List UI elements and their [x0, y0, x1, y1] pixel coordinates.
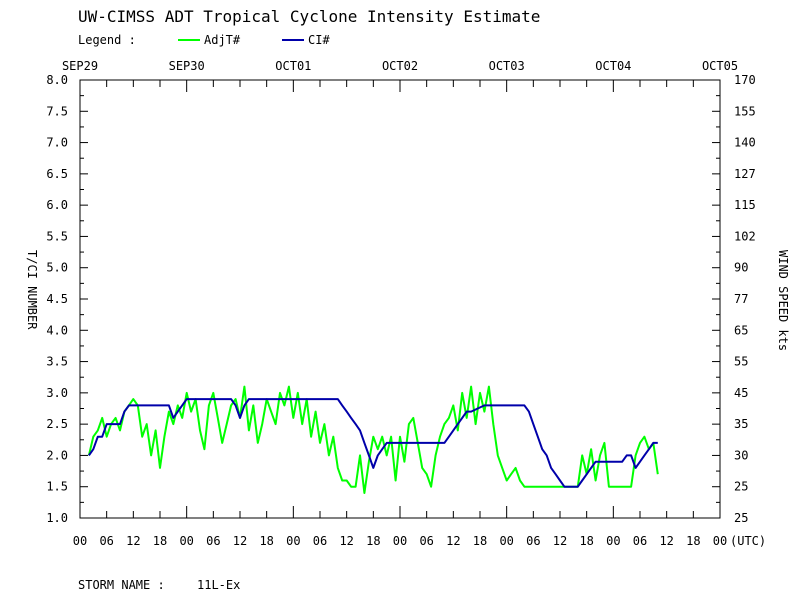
- y-tick-label-left: 1.5: [46, 480, 68, 494]
- x-tick-label: 06: [419, 534, 433, 548]
- storm-name-value: 11L-Ex: [197, 578, 240, 592]
- y-tick-label-left: 5.0: [46, 261, 68, 275]
- x-tick-label: 18: [153, 534, 167, 548]
- y-tick-label-left: 2.0: [46, 448, 68, 462]
- series-line-ci: [88, 398, 658, 488]
- x-tick-label: 00: [606, 534, 620, 548]
- y-tick-label-right: 127: [734, 167, 756, 181]
- y-tick-label-left: 5.5: [46, 229, 68, 243]
- y-axis-label-left: T/CI NUMBER: [25, 250, 39, 330]
- x-tick-label: 06: [313, 534, 327, 548]
- x-tick-label: 18: [579, 534, 593, 548]
- plot-frame: [79, 79, 721, 519]
- y-axis-label-right: WIND SPEED kts: [776, 250, 790, 351]
- legend-ci-label: CI#: [308, 33, 330, 47]
- y-tick-label-left: 3.0: [46, 386, 68, 400]
- y-tick-label-right: 45: [734, 386, 748, 400]
- date-label: OCT02: [382, 59, 418, 73]
- axes: 1.0 25 1.5 25 2.0 30 2.5 35 3.0 45 3.5 55 4.0 65 4.5 77…: [46, 73, 755, 548]
- series-line-adjt: [87, 385, 659, 494]
- legend-label: Legend :: [78, 33, 136, 47]
- y-tick-label-left: 8.0: [46, 73, 68, 87]
- y-tick-label-right: 30: [734, 448, 748, 462]
- y-tick-label-right: 155: [734, 104, 756, 118]
- series-layer: [87, 385, 659, 494]
- x-tick-label: 00: [713, 534, 727, 548]
- y-tick-label-right: 90: [734, 261, 748, 275]
- y-tick-label-right: 170: [734, 73, 756, 87]
- x-tick-label: 12: [553, 534, 567, 548]
- legend-adjt-label: AdjT#: [204, 33, 241, 47]
- y-tick-label-right: 25: [734, 511, 748, 525]
- y-tick-label-right: 55: [734, 355, 748, 369]
- y-tick-label-left: 6.5: [46, 167, 68, 181]
- y-tick-label-right: 140: [734, 136, 756, 150]
- y-tick-label-left: 4.5: [46, 292, 68, 306]
- y-tick-label-right: 25: [734, 480, 748, 494]
- x-tick-label: 18: [686, 534, 700, 548]
- y-tick-label-right: 77: [734, 292, 748, 306]
- date-label: SEP29: [62, 59, 98, 73]
- y-tick-label-right: 65: [734, 323, 748, 337]
- x-tick-label: 12: [233, 534, 247, 548]
- date-label: OCT03: [489, 59, 525, 73]
- chart-title: UW-CIMSS ADT Tropical Cyclone Intensity …: [78, 7, 540, 26]
- x-tick-label: 12: [446, 534, 460, 548]
- y-tick-label-left: 2.5: [46, 417, 68, 431]
- x-tick-label: 18: [366, 534, 380, 548]
- y-tick-label-right: 115: [734, 198, 756, 212]
- x-tick-label: 06: [206, 534, 220, 548]
- x-tick-label: 12: [126, 534, 140, 548]
- y-tick-label-right: 102: [734, 229, 756, 243]
- date-label: OCT04: [595, 59, 631, 73]
- x-tick-label: 00: [499, 534, 513, 548]
- x-tick-label: 12: [339, 534, 353, 548]
- x-tick-label: 06: [99, 534, 113, 548]
- date-label: OCT01: [275, 59, 311, 73]
- y-tick-label-left: 1.0: [46, 511, 68, 525]
- date-label: SEP30: [169, 59, 205, 73]
- utc-label: (UTC): [730, 534, 766, 548]
- y-tick-label-left: 7.0: [46, 136, 68, 150]
- y-tick-label-right: 35: [734, 417, 748, 431]
- footer: STORM NAME : 11L-Ex: [78, 578, 240, 592]
- date-label: OCT05: [702, 59, 738, 73]
- y-tick-label-left: 3.5: [46, 355, 68, 369]
- y-tick-label-left: 7.5: [46, 104, 68, 118]
- legend: Legend : AdjT# CI#: [78, 33, 330, 47]
- y-tick-label-left: 6.0: [46, 198, 68, 212]
- x-tick-label: 00: [393, 534, 407, 548]
- x-tick-label: 00: [73, 534, 87, 548]
- x-tick-label: 06: [633, 534, 647, 548]
- x-tick-label: 18: [473, 534, 487, 548]
- x-tick-label: 00: [179, 534, 193, 548]
- storm-name-label: STORM NAME :: [78, 578, 165, 592]
- y-tick-label-left: 4.0: [46, 323, 68, 337]
- x-tick-label: 00: [286, 534, 300, 548]
- x-tick-label: 12: [659, 534, 673, 548]
- x-tick-label: 18: [259, 534, 273, 548]
- x-tick-label: 06: [526, 534, 540, 548]
- date-labels: SEP29 SEP30 OCT01 OCT02 OCT03 OCT04 OCT05: [62, 59, 738, 73]
